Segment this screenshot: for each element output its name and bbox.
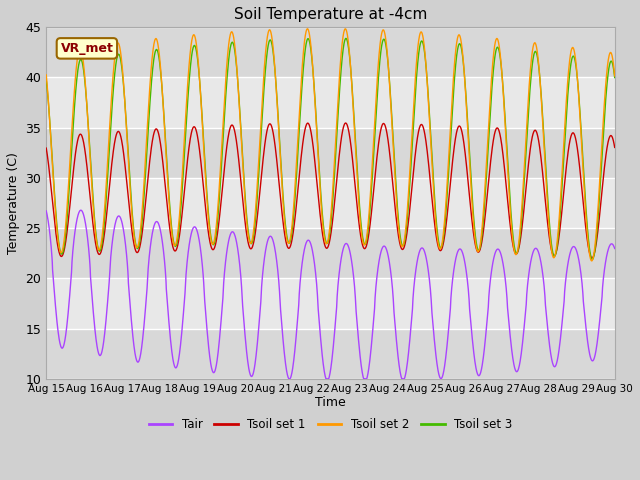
X-axis label: Time: Time [315,396,346,409]
Text: VR_met: VR_met [60,42,113,55]
Bar [46,228,614,278]
Bar [46,278,614,329]
Bar [46,27,614,77]
Bar [46,77,614,128]
Legend: Tair, Tsoil set 1, Tsoil set 2, Tsoil set 3: Tair, Tsoil set 1, Tsoil set 2, Tsoil se… [144,414,517,436]
Bar [46,178,614,228]
Title: Soil Temperature at -4cm: Soil Temperature at -4cm [234,7,427,22]
Bar [46,128,614,178]
Bar [46,329,614,379]
Y-axis label: Temperature (C): Temperature (C) [7,152,20,254]
